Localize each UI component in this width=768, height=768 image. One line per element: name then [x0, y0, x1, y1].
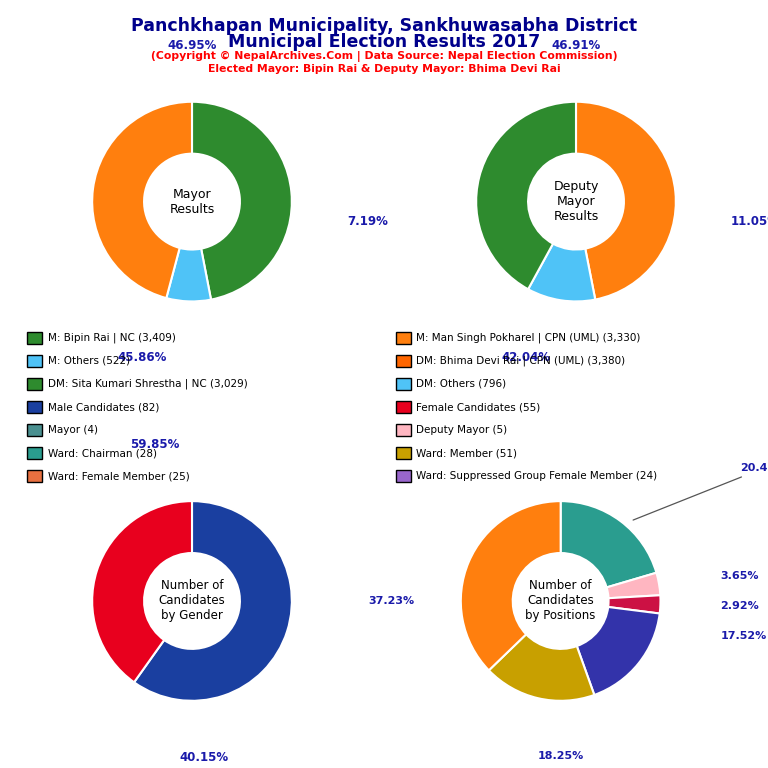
- Text: 37.23%: 37.23%: [368, 596, 414, 606]
- Text: Number of
Candidates
by Positions: Number of Candidates by Positions: [525, 580, 596, 622]
- Text: Ward: Chairman (28): Ward: Chairman (28): [48, 448, 157, 458]
- Wedge shape: [167, 248, 211, 301]
- Wedge shape: [577, 607, 660, 695]
- Wedge shape: [576, 102, 676, 300]
- Text: 20.44%: 20.44%: [633, 463, 768, 520]
- Text: Deputy Mayor (5): Deputy Mayor (5): [416, 425, 508, 435]
- Text: M: Others (522): M: Others (522): [48, 356, 130, 366]
- Text: Number of
Candidates
by Gender: Number of Candidates by Gender: [159, 580, 225, 622]
- Text: 59.85%: 59.85%: [130, 439, 179, 451]
- Text: 40.15%: 40.15%: [180, 751, 229, 763]
- Text: 18.25%: 18.25%: [538, 751, 584, 761]
- Wedge shape: [489, 634, 594, 700]
- Text: 7.19%: 7.19%: [346, 215, 388, 228]
- Text: 3.65%: 3.65%: [720, 571, 759, 581]
- Text: 46.91%: 46.91%: [551, 39, 601, 52]
- Text: 11.05%: 11.05%: [730, 215, 768, 228]
- Wedge shape: [607, 573, 660, 598]
- Text: Ward: Suppressed Group Female Member (24): Ward: Suppressed Group Female Member (24…: [416, 471, 657, 482]
- Text: M: Bipin Rai | NC (3,409): M: Bipin Rai | NC (3,409): [48, 333, 176, 343]
- Text: DM: Bhima Devi Rai | CPN (UML) (3,380): DM: Bhima Devi Rai | CPN (UML) (3,380): [416, 356, 625, 366]
- Text: Mayor
Results: Mayor Results: [170, 187, 214, 216]
- Text: Municipal Election Results 2017: Municipal Election Results 2017: [228, 33, 540, 51]
- Text: Mayor (4): Mayor (4): [48, 425, 98, 435]
- Wedge shape: [192, 102, 292, 300]
- Wedge shape: [476, 102, 576, 290]
- Text: M: Man Singh Pokharel | CPN (UML) (3,330): M: Man Singh Pokharel | CPN (UML) (3,330…: [416, 333, 641, 343]
- Text: DM: Others (796): DM: Others (796): [416, 379, 506, 389]
- Text: Ward: Member (51): Ward: Member (51): [416, 448, 518, 458]
- Text: Male Candidates (82): Male Candidates (82): [48, 402, 159, 412]
- Text: 17.52%: 17.52%: [720, 631, 766, 641]
- Text: Deputy
Mayor
Results: Deputy Mayor Results: [553, 180, 599, 223]
- Text: 46.95%: 46.95%: [167, 39, 217, 52]
- Text: 45.86%: 45.86%: [118, 352, 167, 364]
- Text: 2.92%: 2.92%: [720, 601, 759, 611]
- Text: 42.04%: 42.04%: [502, 352, 551, 364]
- Text: Female Candidates (55): Female Candidates (55): [416, 402, 541, 412]
- Text: DM: Sita Kumari Shrestha | NC (3,029): DM: Sita Kumari Shrestha | NC (3,029): [48, 379, 247, 389]
- Wedge shape: [92, 102, 192, 298]
- Wedge shape: [461, 501, 561, 670]
- Wedge shape: [528, 243, 595, 301]
- Wedge shape: [92, 501, 192, 682]
- Text: Panchkhapan Municipality, Sankhuwasabha District: Panchkhapan Municipality, Sankhuwasabha …: [131, 17, 637, 35]
- Text: Elected Mayor: Bipin Rai & Deputy Mayor: Bhima Devi Rai: Elected Mayor: Bipin Rai & Deputy Mayor:…: [207, 64, 561, 74]
- Text: Ward: Female Member (25): Ward: Female Member (25): [48, 471, 190, 482]
- Wedge shape: [134, 501, 292, 700]
- Wedge shape: [561, 501, 657, 588]
- Wedge shape: [608, 595, 660, 614]
- Text: (Copyright © NepalArchives.Com | Data Source: Nepal Election Commission): (Copyright © NepalArchives.Com | Data So…: [151, 51, 617, 61]
